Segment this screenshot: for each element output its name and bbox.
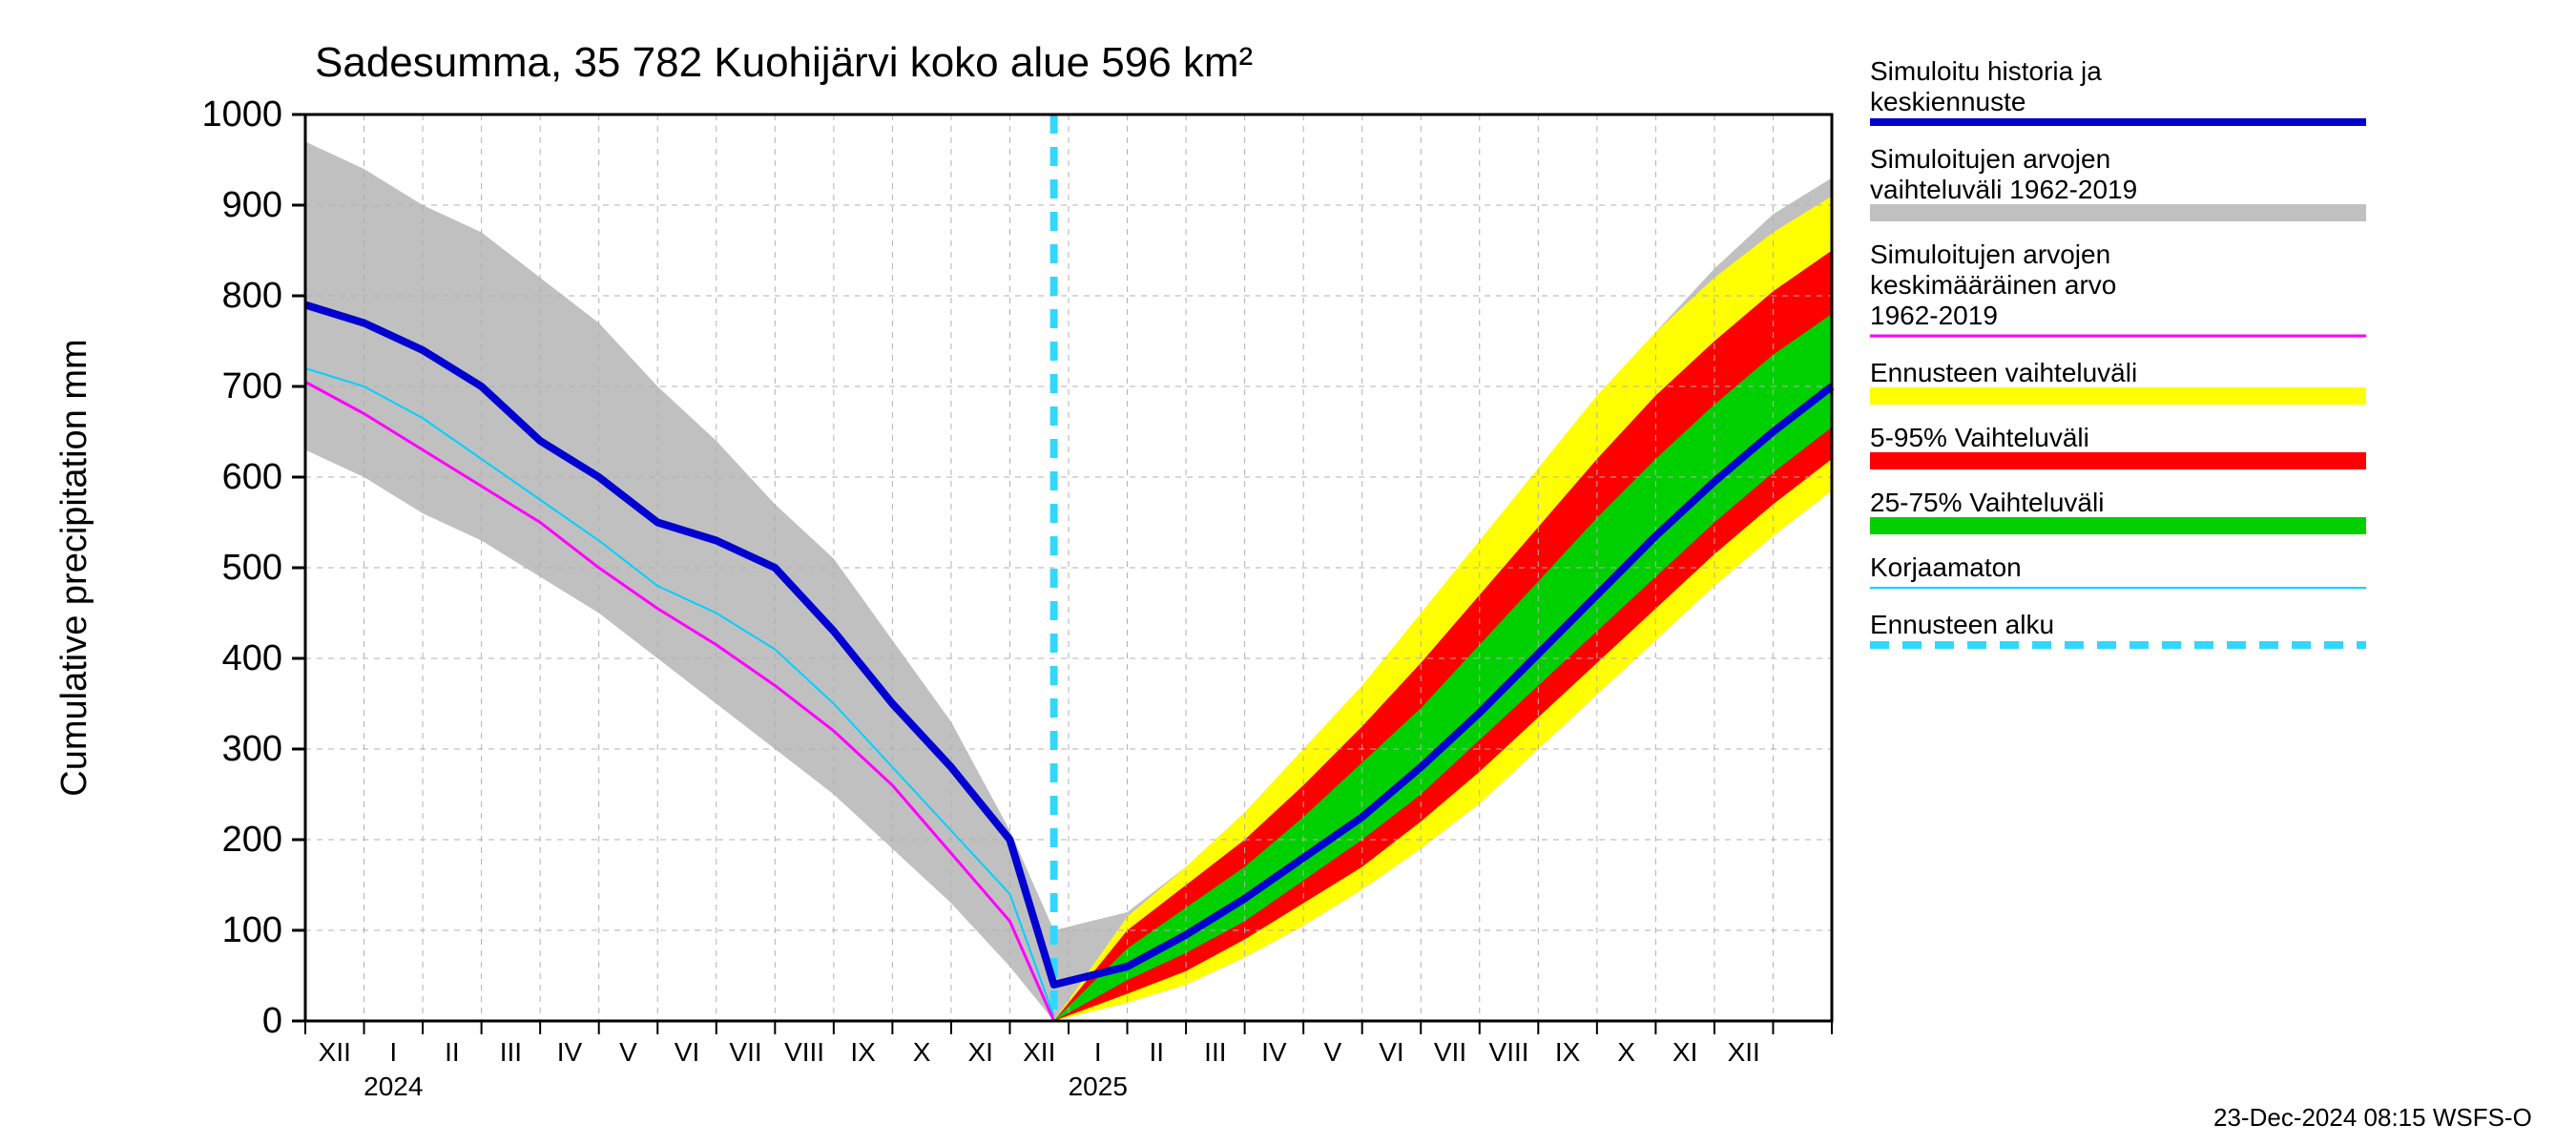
xtick-label: X <box>1617 1037 1635 1067</box>
xtick-label: II <box>445 1037 460 1067</box>
legend-label: 1962-2019 <box>1870 301 1998 330</box>
footer-timestamp: 23-Dec-2024 08:15 WSFS-O <box>2213 1103 2532 1132</box>
xtick-label: V <box>619 1037 637 1067</box>
xtick-label: I <box>1094 1037 1102 1067</box>
legend-swatch <box>1870 204 2366 221</box>
year-label: 2024 <box>364 1072 423 1101</box>
legend-label: 5-95% Vaihteluväli <box>1870 423 2089 452</box>
ytick-label: 0 <box>262 1001 282 1041</box>
legend-swatch <box>1870 517 2366 534</box>
legend-label: Ennusteen vaihteluväli <box>1870 358 2137 387</box>
xtick-label: VII <box>1434 1037 1466 1067</box>
xtick-label: VI <box>1379 1037 1403 1067</box>
xtick-label: XI <box>1672 1037 1697 1067</box>
xtick-label: VIII <box>784 1037 824 1067</box>
xtick-label: IX <box>850 1037 876 1067</box>
year-label: 2025 <box>1069 1072 1128 1101</box>
xtick-label: IV <box>557 1037 583 1067</box>
legend-label: keskimääräinen arvo <box>1870 270 2116 300</box>
ytick-label: 100 <box>222 910 282 950</box>
legend-label: keskiennuste <box>1870 87 2025 116</box>
legend-label: Simuloitujen arvojen <box>1870 144 2110 174</box>
legend-label: 25-75% Vaihteluväli <box>1870 488 2104 517</box>
legend-label: Ennusteen alku <box>1870 610 2054 639</box>
xtick-label: XII <box>319 1037 351 1067</box>
ytick-label: 900 <box>222 185 282 225</box>
xtick-label: XI <box>967 1037 992 1067</box>
xtick-label: XII <box>1728 1037 1760 1067</box>
xtick-label: X <box>913 1037 931 1067</box>
ytick-label: 400 <box>222 638 282 678</box>
xtick-label: IV <box>1261 1037 1287 1067</box>
chart-container: Sadesumma, 35 782 Kuohijärvi koko alue 5… <box>0 0 2576 1145</box>
chart-svg: Sadesumma, 35 782 Kuohijärvi koko alue 5… <box>0 0 2576 1145</box>
legend-label: Simuloitujen arvojen <box>1870 239 2110 269</box>
xtick-label: VI <box>675 1037 699 1067</box>
ytick-label: 600 <box>222 457 282 497</box>
y-axis-label: Cumulative precipitation mm <box>54 339 94 796</box>
legend-label: Simuloitu historia ja <box>1870 56 2102 86</box>
xtick-label: VII <box>729 1037 761 1067</box>
xtick-label: II <box>1150 1037 1165 1067</box>
xtick-label: I <box>389 1037 397 1067</box>
xtick-label: IX <box>1555 1037 1581 1067</box>
chart-title: Sadesumma, 35 782 Kuohijärvi koko alue 5… <box>315 39 1253 86</box>
xtick-label: VIII <box>1489 1037 1529 1067</box>
legend-swatch <box>1870 387 2366 405</box>
xtick-label: III <box>500 1037 522 1067</box>
legend-label: Korjaamaton <box>1870 552 2022 582</box>
xtick-label: V <box>1324 1037 1342 1067</box>
xtick-label: III <box>1204 1037 1226 1067</box>
legend-swatch <box>1870 452 2366 469</box>
xtick-label: XII <box>1023 1037 1055 1067</box>
ytick-label: 800 <box>222 276 282 316</box>
ytick-label: 1000 <box>201 94 282 135</box>
ytick-label: 300 <box>222 729 282 769</box>
ytick-label: 200 <box>222 820 282 860</box>
ytick-label: 500 <box>222 548 282 588</box>
ytick-label: 700 <box>222 366 282 406</box>
legend-label: vaihteluväli 1962-2019 <box>1870 175 2137 204</box>
